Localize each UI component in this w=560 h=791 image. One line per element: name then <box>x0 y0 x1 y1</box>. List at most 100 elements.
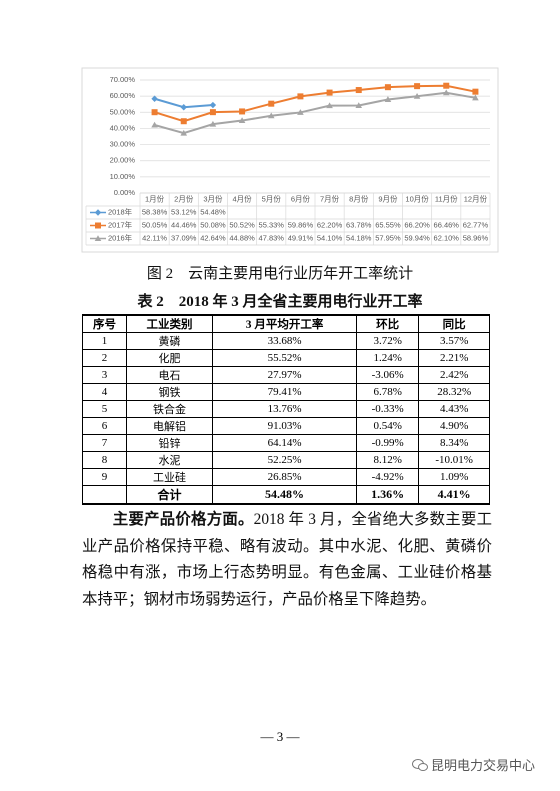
y-tick-label: 50.00% <box>110 107 136 116</box>
cell: 8.34% <box>418 434 490 452</box>
chart: 0.00% 10.00% 20.00% 30.00% 40.00% 50.00% 60.00… <box>81 67 499 253</box>
data-label: 50.05% <box>142 220 168 229</box>
point <box>267 112 275 119</box>
wechat-icon <box>412 759 428 771</box>
data-label: 66.20% <box>404 220 430 229</box>
point <box>355 87 362 94</box>
cell: 55.52% <box>212 349 358 367</box>
cell: 4 <box>82 383 127 401</box>
table-title: 表 2 2018 年 3 月全省主要用电行业开工率 <box>137 294 423 310</box>
x-tick-label: 6月份 <box>291 193 311 203</box>
data-label: 47.83% <box>259 233 285 242</box>
header-cell: 3 月平均开工率 <box>212 314 358 333</box>
data-label: 58.96% <box>463 233 489 242</box>
point <box>268 100 275 107</box>
paragraph-body: 2018 年 3 月，全省绝大多数主要工业产品价格保持平稳、略有波动。其中水泥、… <box>82 511 492 609</box>
table-row: 7 铅锌 64.14% -0.99% 8.34% <box>82 434 490 452</box>
x-tick-label: 11月份 <box>435 193 458 203</box>
x-tick-label: 10月份 <box>405 193 429 203</box>
cell: 电解铝 <box>125 417 214 435</box>
cell: 27.97% <box>212 366 358 384</box>
point <box>151 95 158 102</box>
point <box>238 117 246 124</box>
table-row: 8 水泥 52.25% 8.12% -10.01% <box>82 451 490 469</box>
point <box>239 108 246 115</box>
data-label: 59.86% <box>288 220 314 229</box>
point <box>443 82 450 89</box>
paragraph-lead: 主要产品价格方面。 <box>112 511 254 528</box>
data-label: 62.77% <box>463 220 489 229</box>
cell: 33.68% <box>212 332 358 350</box>
x-tick-label: 1月份 <box>145 193 165 203</box>
cell: 8 <box>82 451 127 469</box>
point <box>297 93 304 100</box>
cell: 91.03% <box>212 417 358 435</box>
cell: -3.06% <box>356 366 420 384</box>
cell: 铁合金 <box>125 400 214 418</box>
point <box>442 89 450 96</box>
cell: 5 <box>82 400 127 418</box>
cell: 4.43% <box>418 400 490 418</box>
point <box>209 101 217 109</box>
cell: 9 <box>82 468 127 486</box>
cell: 1.24% <box>356 349 420 367</box>
data-label: 62.20% <box>317 220 343 229</box>
data-label: 44.88% <box>229 233 255 242</box>
cell: 26.85% <box>212 468 358 486</box>
point <box>151 121 158 128</box>
header-cell: 工业类别 <box>125 314 214 333</box>
data-label: 57.95% <box>375 233 401 242</box>
cell: 2.42% <box>418 366 490 384</box>
cell: -0.33% <box>356 400 420 418</box>
cell: 28.32% <box>418 383 490 401</box>
point <box>326 102 333 109</box>
y-tick-label: 0.00% <box>114 188 136 197</box>
cell: -4.92% <box>356 468 420 486</box>
cell: 电石 <box>125 366 214 384</box>
data-label: 62.10% <box>434 233 460 242</box>
cell: 铅锌 <box>125 434 214 452</box>
point <box>472 88 479 95</box>
table-row: 9 工业硅 26.85% -4.92% 1.09% <box>82 468 490 486</box>
cell: 1 <box>82 332 127 350</box>
x-tick-label: 4月份 <box>232 193 252 203</box>
data-label: 42.64% <box>200 233 226 242</box>
x-tick-label: 7月份 <box>320 193 340 203</box>
table-row: 序号 工业类别 3 月平均开工率 环比 同比 <box>82 314 490 333</box>
x-tick-label: 5月份 <box>262 193 282 203</box>
data-label: 49.91% <box>288 233 314 242</box>
cell: 52.25% <box>212 451 358 469</box>
cell: 64.14% <box>212 434 358 452</box>
table-row: 2 化肥 55.52% 1.24% 2.21% <box>82 349 490 367</box>
y-tick-label: 40.00% <box>110 123 136 132</box>
header-cell: 同比 <box>418 314 490 333</box>
legend-label: 2017年 <box>108 219 133 229</box>
data-label: 58.38% <box>142 207 168 216</box>
paragraph: 主要产品价格方面。2018 年 3 月，全省绝大多数主要工业产品价格保持平稳、略… <box>82 507 492 614</box>
x-tick-label: 3月份 <box>203 193 223 203</box>
chart-frame <box>81 67 499 253</box>
data-label: 63.78% <box>346 220 372 229</box>
cell: 1.09% <box>418 468 490 486</box>
point <box>209 120 217 127</box>
y-tick-label: 60.00% <box>110 91 136 100</box>
cell: 2.21% <box>418 349 490 367</box>
series-line <box>154 84 476 123</box>
data-label: 65.55% <box>375 220 401 229</box>
point <box>180 129 188 136</box>
page-number: — 3 — <box>260 729 300 744</box>
table-row: 3 电石 27.97% -3.06% 2.42% <box>82 366 490 384</box>
figure-caption: 图 2 云南主要用电行业历年开工率统计 <box>146 266 414 282</box>
cell: 7 <box>82 434 127 452</box>
point <box>94 235 102 241</box>
table-row: 1 黄磷 33.68% 3.72% 3.57% <box>82 332 490 350</box>
data-label: 50.52% <box>229 220 255 229</box>
table: 序号 工业类别 3 月平均开工率 环比 同比 1 黄磷 33.68% 3.72% 3.57% 2 化肥… <box>82 314 490 505</box>
point <box>414 83 421 90</box>
data-label: 53.12% <box>171 207 197 216</box>
x-tick-label: 9月份 <box>378 193 398 203</box>
cell: 0.54% <box>356 417 420 435</box>
cell: 2 <box>82 349 127 367</box>
total-cell: 合计 <box>125 485 214 505</box>
